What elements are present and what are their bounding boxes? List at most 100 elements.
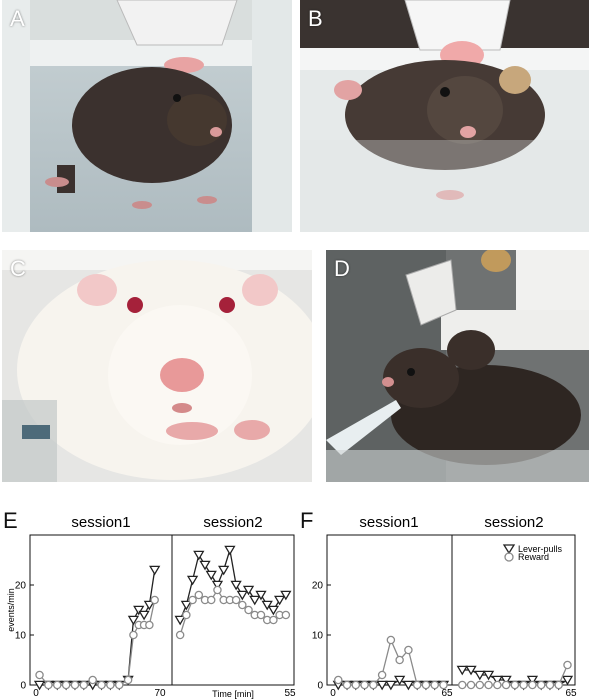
- panel-label-e: E: [3, 508, 18, 533]
- chart-e-ylabel: events/min: [6, 588, 16, 632]
- reward-point: [519, 680, 528, 690]
- lever-pull-point: [500, 675, 512, 686]
- lever-pull-point: [273, 595, 286, 606]
- panel-label-c: C: [10, 256, 26, 281]
- chart-f-frame: [326, 534, 576, 686]
- reward-point: [351, 680, 361, 690]
- reward-point: [404, 645, 413, 655]
- reward-point: [88, 675, 97, 685]
- x-tick-label: 65: [441, 688, 453, 699]
- reward-point: [493, 680, 502, 690]
- reward-point: [430, 680, 439, 690]
- reward-point: [182, 610, 191, 620]
- y-tick-label: 0: [317, 681, 323, 692]
- photo-panel-d: D: [326, 250, 589, 482]
- chart-e-session2-title: session2: [203, 514, 262, 531]
- lever-pull-point: [280, 590, 292, 601]
- lever-pull-point: [474, 670, 486, 681]
- reward-point: [244, 605, 253, 615]
- lever-pull-point: [186, 575, 199, 586]
- reward-point: [334, 675, 343, 685]
- reward-point: [528, 680, 537, 690]
- legend-lever-label: Lever-pulls: [518, 544, 563, 554]
- mouse-drinking-photo: [300, 0, 589, 232]
- reward-point: [150, 595, 159, 605]
- reward-point: [206, 595, 216, 605]
- photo-panel-b: B: [300, 0, 589, 232]
- reward-point: [188, 595, 197, 605]
- reward-point: [545, 680, 555, 690]
- x-tick-label: 65: [565, 688, 577, 699]
- reward-point: [129, 630, 138, 640]
- reward-point: [70, 680, 80, 690]
- reward-point: [360, 680, 369, 690]
- reward-point: [466, 680, 476, 690]
- reward-point: [421, 680, 431, 690]
- lever-pull-point: [174, 615, 186, 626]
- legend-lever-marker: [502, 544, 516, 555]
- reward-point: [501, 680, 511, 690]
- lever-pull-point: [199, 560, 211, 571]
- panel-label-b: B: [308, 6, 323, 31]
- lever-pull-point: [236, 590, 248, 601]
- lever-pull-point: [255, 590, 267, 601]
- reward-point: [61, 680, 71, 690]
- chart-e-xlabel: Time [min]: [212, 689, 254, 699]
- reward-point: [386, 635, 396, 645]
- chart-f-session2-title: session2: [484, 514, 543, 531]
- mouse-lever-setup-photo: [326, 250, 589, 482]
- chart-f: session1 session2 0 10 20 0 65 65 Lever-pulls…: [312, 514, 577, 699]
- reward-point: [53, 680, 62, 690]
- reward-point: [536, 680, 546, 690]
- reward-point: [106, 680, 115, 690]
- lever-pull-point: [218, 565, 230, 576]
- lever-pull-point: [180, 600, 193, 611]
- reward-point: [484, 680, 493, 690]
- lever-pull-point: [561, 675, 574, 686]
- lever-pull-point: [127, 615, 140, 626]
- white-rat-closeup-photo: [2, 250, 312, 482]
- reward-point: [115, 680, 124, 690]
- panel-label-d: D: [334, 256, 350, 281]
- x-tick-label: 0: [330, 688, 336, 699]
- reward-point: [35, 670, 44, 680]
- reward-point: [79, 680, 89, 690]
- reward-point: [475, 680, 485, 690]
- reward-point: [377, 670, 387, 680]
- lever-pull-point: [526, 675, 539, 686]
- lever-pull-point: [224, 545, 236, 556]
- mouse-under-water-spout-photo: [2, 0, 292, 232]
- y-tick-label: 10: [15, 631, 27, 642]
- chart-f-legend: Lever-pulls Reward: [502, 544, 563, 562]
- lever-pull-point: [143, 600, 156, 611]
- lever-pull-point: [205, 570, 217, 581]
- reward-point: [369, 680, 378, 690]
- reward-point: [145, 620, 154, 630]
- lever-pull-point: [138, 610, 150, 621]
- panel-label-f: F: [300, 508, 314, 533]
- chart-e: session1 session2 events/min Time [min] …: [6, 514, 296, 699]
- lever-pull-point: [33, 680, 46, 691]
- reward-point: [342, 680, 352, 690]
- reward-point: [395, 655, 404, 665]
- reward-point: [194, 590, 204, 600]
- reward-point: [238, 600, 247, 610]
- x-tick-label: 55: [284, 688, 296, 699]
- y-tick-label: 20: [312, 581, 324, 592]
- lever-pull-point: [376, 680, 388, 691]
- reward-point: [175, 630, 185, 640]
- reward-point: [412, 680, 422, 690]
- lever-pull-point: [402, 680, 415, 691]
- reward-point: [123, 675, 133, 685]
- chart-e-frame: [29, 534, 295, 686]
- lever-pull-point: [394, 675, 406, 686]
- reward-point: [458, 680, 467, 690]
- legend-reward-marker: [504, 552, 514, 562]
- series-line-reward: [337, 637, 444, 686]
- lever-pull-point: [133, 605, 145, 616]
- reward-point: [213, 585, 222, 595]
- x-tick-label: 0: [33, 688, 39, 699]
- reward-point: [269, 615, 278, 625]
- lever-pull-point: [242, 585, 255, 596]
